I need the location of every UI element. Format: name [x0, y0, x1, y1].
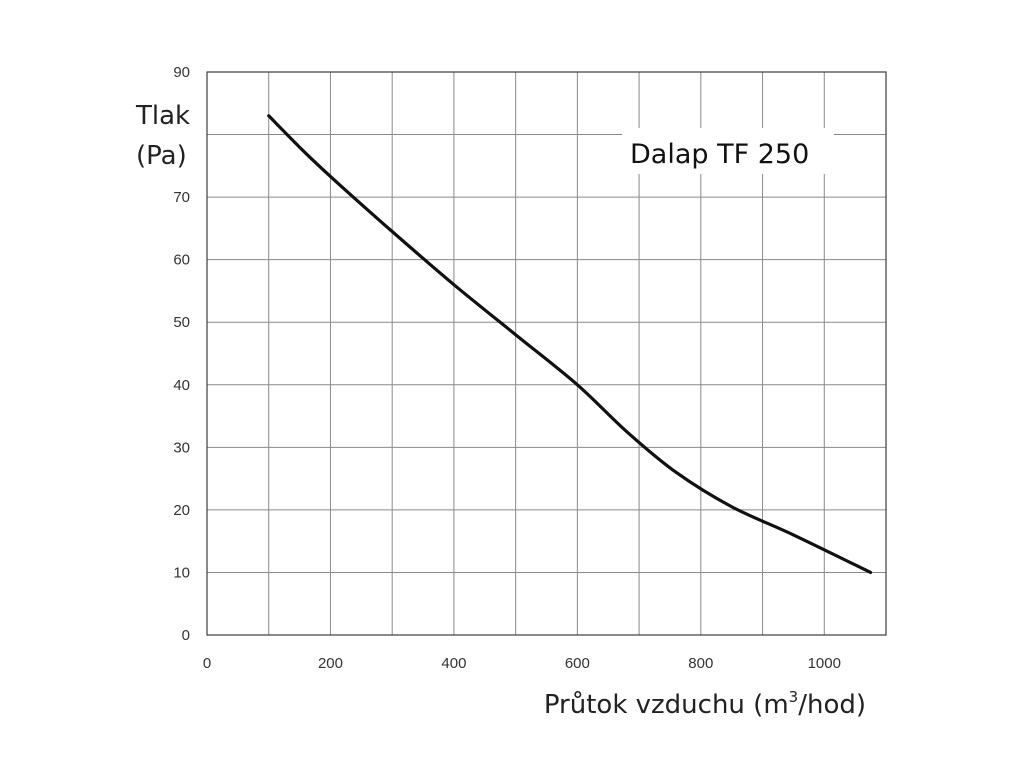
x-axis-title-superscript: 3 — [789, 688, 799, 706]
x-axis-title-suffix: /hod) — [798, 690, 866, 720]
x-tick-labels: 0 200 400 600 800 1000 — [203, 655, 841, 672]
grid — [207, 72, 886, 635]
x-tick-label: 800 — [688, 655, 713, 672]
x-tick-label: 400 — [441, 655, 466, 672]
x-tick-label: 200 — [318, 655, 343, 672]
x-axis-title-prefix: Průtok vzduchu (m — [544, 690, 789, 720]
x-tick-label: 600 — [565, 655, 590, 672]
y-tick-labels: 0102030405060708090 — [173, 64, 190, 644]
series-group — [267, 114, 873, 575]
y-tick-label: 40 — [173, 377, 190, 394]
x-axis-title: Průtok vzduchu (m3/hod) — [544, 688, 866, 720]
y-tick-label: 70 — [173, 189, 190, 206]
y-tick-label: 20 — [173, 502, 190, 519]
plot-frame — [206, 71, 887, 636]
y-axis-title-background — [132, 98, 194, 174]
chart-title-background — [622, 128, 834, 174]
x-tick-label: 1000 — [808, 655, 841, 672]
y-tick-label: 90 — [173, 64, 190, 81]
chart-title: Dalap TF 250 — [630, 139, 809, 170]
y-tick-label: 50 — [173, 314, 190, 331]
x-tick-label: 0 — [203, 655, 211, 672]
y-tick-label: 60 — [173, 252, 190, 269]
y-axis-title-line1: Tlak — [135, 101, 190, 131]
y-tick-label: 30 — [173, 439, 190, 456]
y-tick-label: 10 — [173, 564, 190, 581]
y-tick-label: 0 — [182, 627, 190, 644]
series-line — [267, 114, 873, 575]
y-axis-title-line2: (Pa) — [136, 141, 187, 171]
